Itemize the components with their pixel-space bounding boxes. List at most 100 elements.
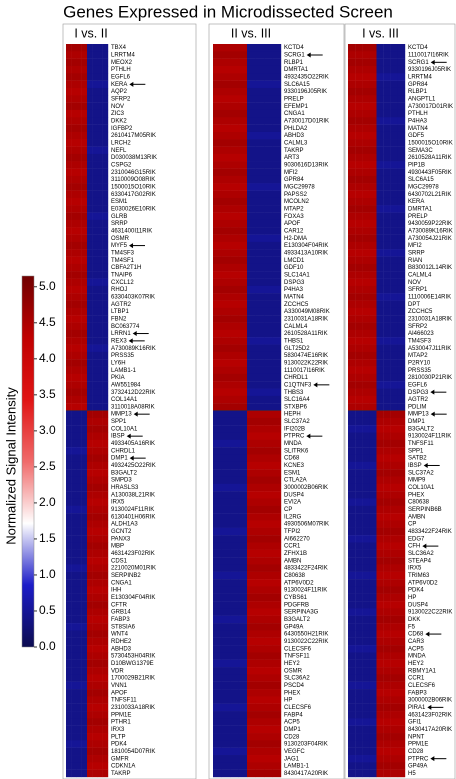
heat-cell: [102, 168, 109, 177]
heat-cell: [376, 183, 384, 191]
heat-cell: [221, 711, 231, 719]
gene-label: GRB14: [111, 610, 131, 616]
heat-cell: [255, 80, 265, 89]
heat-cell: [397, 183, 406, 191]
heat-cell: [230, 109, 239, 118]
heat-cell: [348, 718, 356, 726]
heat-cell: [221, 58, 231, 67]
heat-cell: [247, 190, 256, 199]
heat-cell: [369, 337, 377, 345]
heat-cell: [376, 513, 384, 521]
heat-cell: [264, 432, 273, 441]
heat-cell: [76, 234, 82, 243]
heat-cell: [369, 344, 377, 353]
heat-cell: [397, 168, 406, 177]
heat-cell: [397, 718, 406, 726]
heat-cell: [97, 227, 103, 235]
gene-label: CD68: [284, 456, 300, 462]
heat-cell: [97, 461, 103, 470]
heat-cell: [92, 703, 98, 712]
heat-cell: [362, 124, 370, 133]
heat-cell: [272, 740, 282, 748]
gene-label: CYBS61: [284, 595, 308, 601]
heat-cell: [369, 322, 377, 331]
heat-cell: [376, 454, 384, 463]
gene-label: MNDA: [408, 654, 426, 660]
heat-cell: [213, 498, 222, 506]
heat-cell: [76, 65, 82, 74]
heat-cell: [238, 461, 248, 470]
heat-cell: [397, 637, 406, 646]
heat-cell: [81, 513, 88, 521]
heat-cell: [348, 623, 356, 631]
heat-cell: [397, 65, 406, 74]
heat-cell: [71, 601, 77, 609]
heat-cell: [355, 359, 363, 367]
heat-cell: [369, 175, 377, 184]
heat-cell: [81, 755, 88, 763]
heat-cell: [81, 146, 88, 155]
heat-cell: [230, 337, 239, 345]
arrow-head: [425, 631, 430, 637]
heat-cell: [369, 476, 377, 484]
heat-cell: [213, 593, 222, 602]
heat-cell: [355, 432, 363, 441]
heat-cell: [71, 769, 77, 778]
heat-cell: [102, 630, 109, 638]
heat-cell: [264, 95, 273, 103]
heat-cell: [81, 359, 88, 367]
heat-cell: [247, 601, 256, 609]
heat-cell: [255, 513, 265, 521]
heat-cell: [390, 263, 399, 272]
arrow-head: [423, 462, 428, 468]
heat-cell: [221, 579, 231, 587]
heat-cell: [66, 153, 72, 162]
heat-cell: [264, 527, 273, 536]
heat-cell: [362, 117, 370, 125]
heat-cell: [66, 535, 72, 543]
heat-cell: [76, 315, 82, 323]
heat-cell: [264, 696, 273, 704]
heat-cell: [255, 263, 265, 272]
heat-cell: [221, 344, 231, 353]
heat-cell: [255, 95, 265, 103]
gene-label: LAMB1-1: [284, 764, 310, 770]
gene-label: TRIM63: [408, 573, 430, 579]
heat-cell: [355, 703, 363, 712]
heat-cell: [97, 718, 103, 726]
gene-label: CXCL12: [111, 280, 134, 286]
heat-cell: [71, 183, 77, 191]
gene-label: ACP5: [284, 720, 300, 726]
heat-cell: [213, 505, 222, 514]
heat-cell: [369, 674, 377, 682]
heat-cell: [247, 293, 256, 301]
heat-cell: [272, 131, 282, 140]
gene-label: CNGA1: [111, 580, 132, 586]
heat-cell: [362, 322, 370, 331]
heat-cell: [66, 344, 72, 353]
heat-cell: [390, 65, 399, 74]
arrow-head: [132, 331, 137, 337]
heat-cell: [272, 117, 282, 125]
heat-cell: [376, 491, 384, 499]
heat-cell: [102, 454, 109, 463]
gene-label: 3000002B06RIK: [284, 485, 328, 491]
heat-cell: [102, 249, 109, 257]
heat-cell: [362, 447, 370, 455]
heat-cell: [76, 146, 82, 155]
heat-cell: [71, 652, 77, 660]
heat-cell: [264, 593, 273, 602]
heat-cell: [390, 513, 399, 521]
gene-label: 2310031A18RIK: [284, 316, 328, 322]
heat-cell: [376, 175, 384, 184]
heat-cell: [355, 403, 363, 411]
heat-cell: [247, 234, 256, 243]
heat-cell: [87, 549, 93, 558]
heat-cell: [272, 667, 282, 675]
heat-cell: [102, 667, 109, 675]
gene-label: 9130022C22RIK: [408, 610, 452, 616]
heat-cell: [362, 432, 370, 441]
gene-label: RBMY1A1: [408, 668, 437, 674]
heat-cell: [390, 527, 399, 536]
heat-cell: [71, 608, 77, 616]
